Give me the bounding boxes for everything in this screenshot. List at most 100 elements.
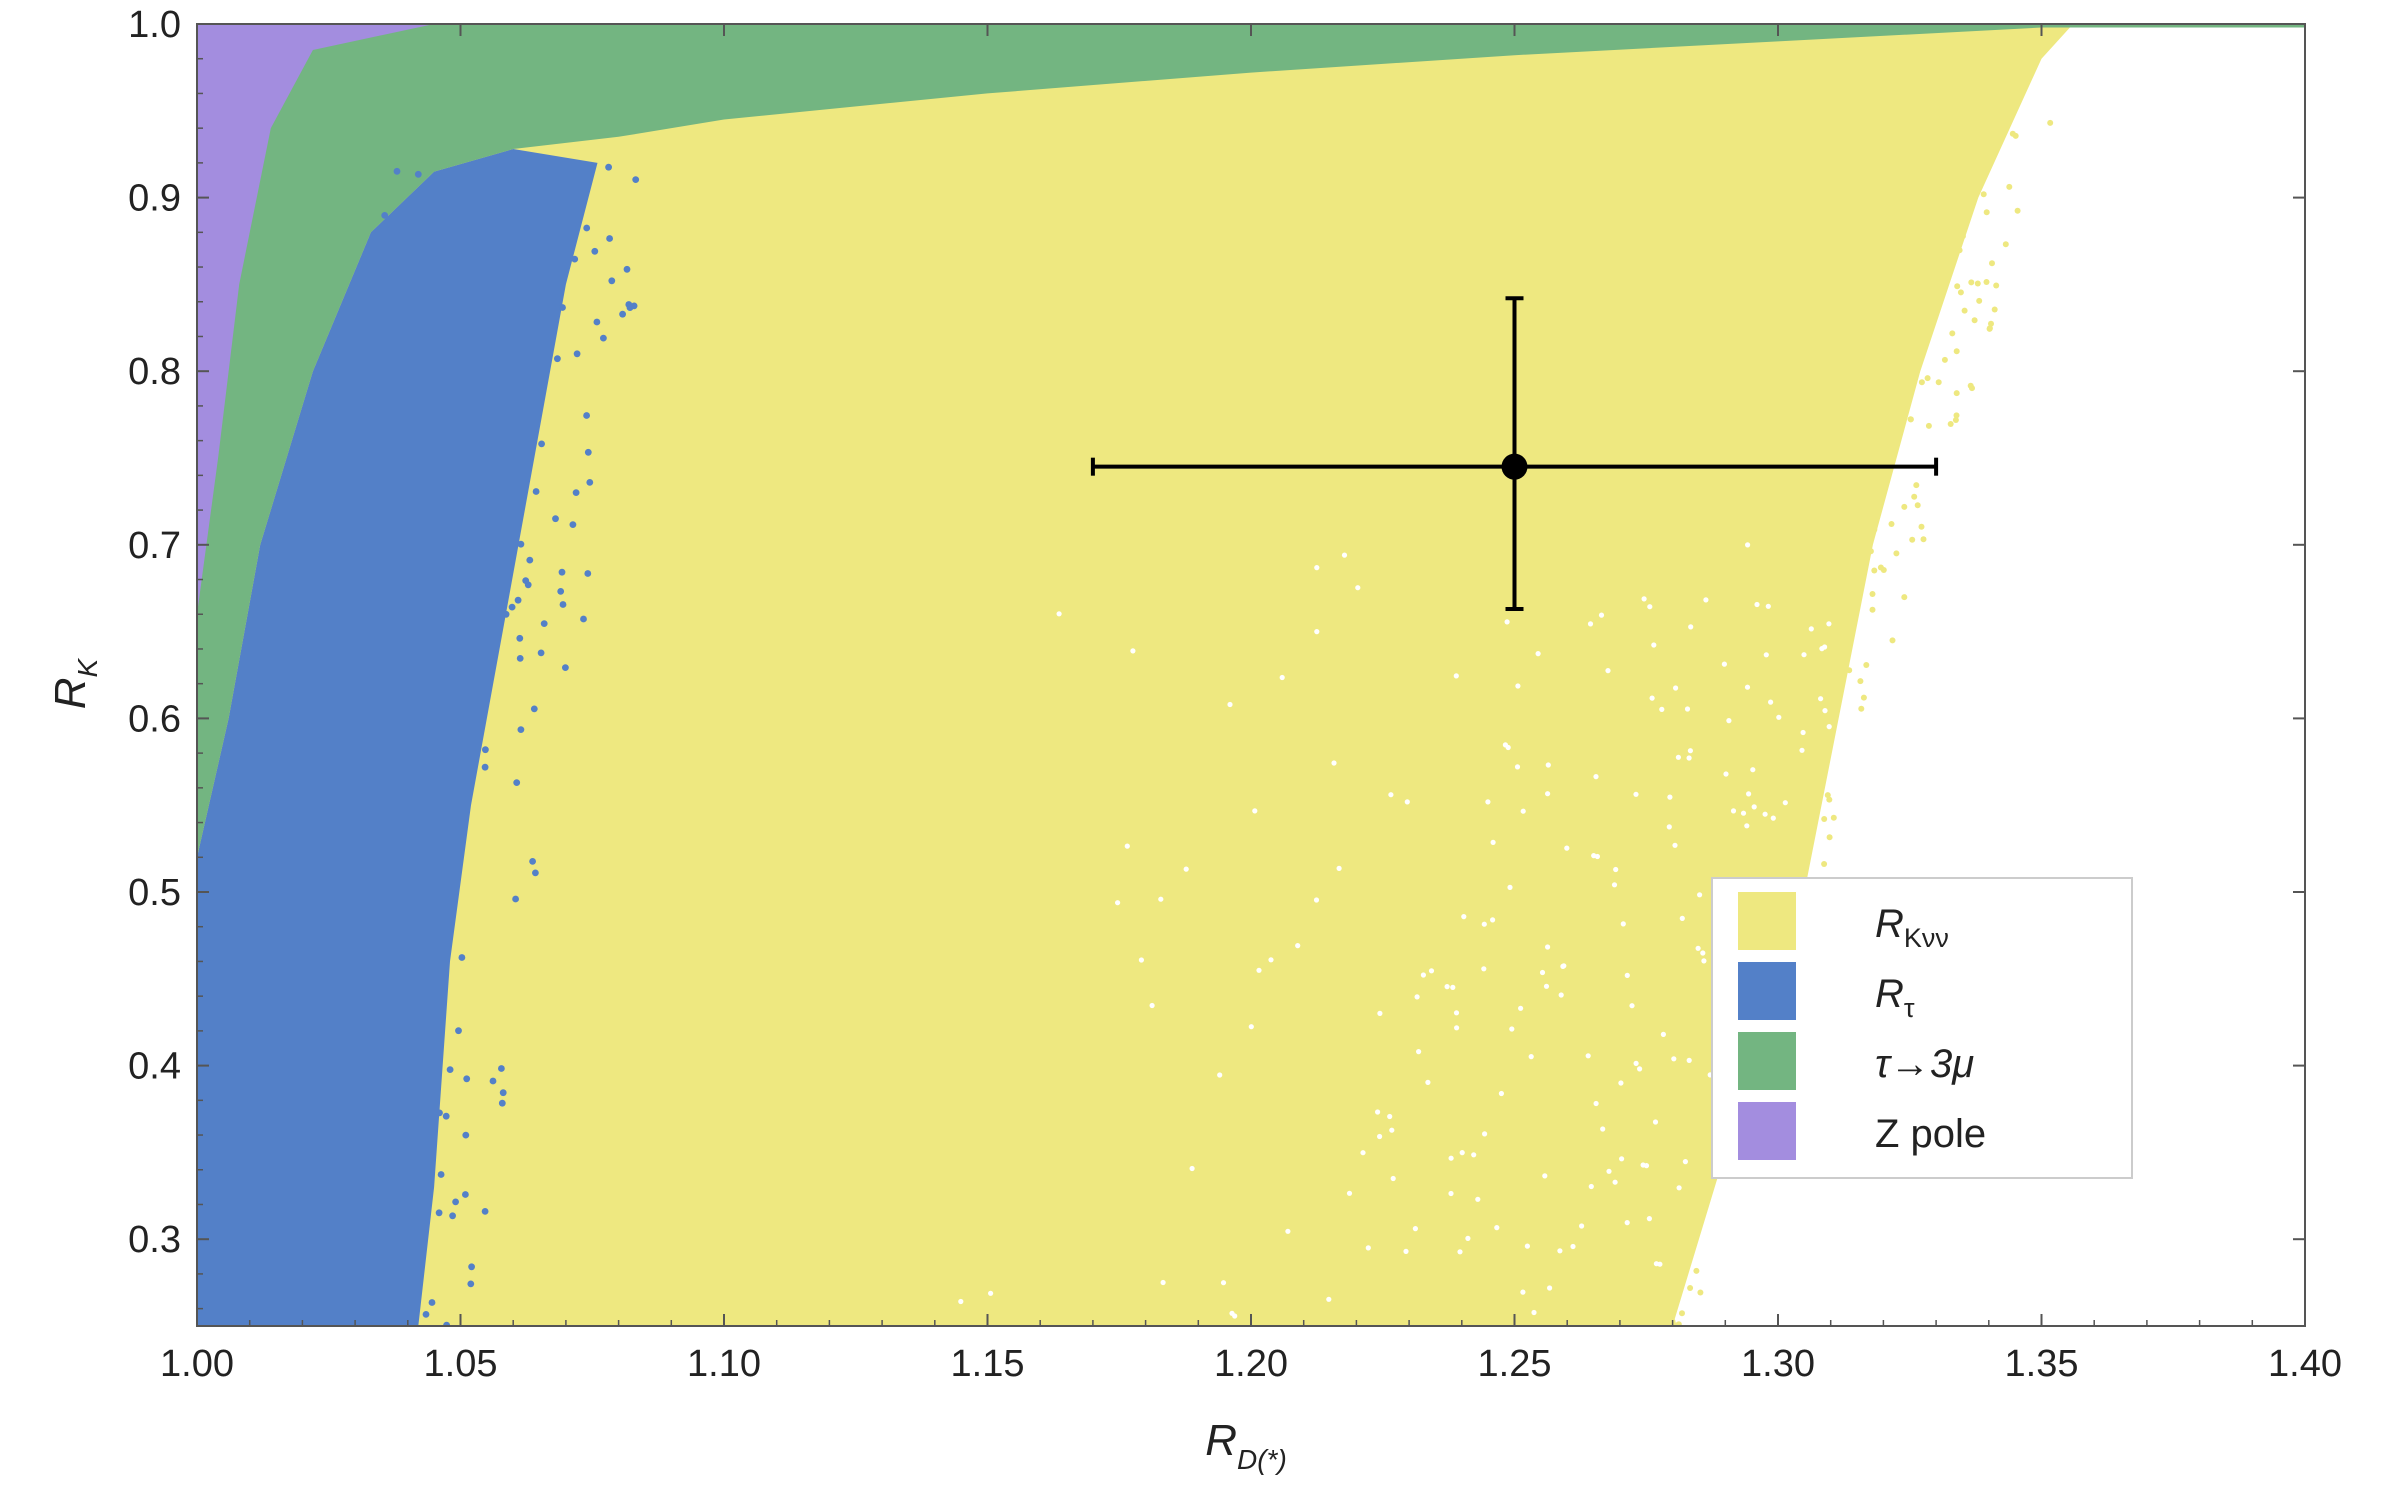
scatter-gap bbox=[1229, 1310, 1235, 1316]
scatter-gap bbox=[1314, 565, 1320, 571]
scatter-dot-rknunu bbox=[1696, 1079, 1703, 1086]
scatter-gap bbox=[1414, 994, 1420, 1000]
scatter-dot-rknunu bbox=[1945, 180, 1952, 187]
scatter-dot-rtau bbox=[537, 649, 545, 657]
scatter-dot-rknunu bbox=[1738, 675, 1745, 682]
scatter-gap bbox=[1593, 1100, 1599, 1107]
region-r-k-0 bbox=[197, 24, 2074, 1326]
scatter-dot-rknunu bbox=[1785, 427, 1792, 434]
scatter-gap bbox=[1799, 747, 1805, 753]
scatter-gap bbox=[1183, 866, 1189, 872]
scatter-dot-rknunu bbox=[1918, 379, 1925, 386]
scatter-dot-rknunu bbox=[1874, 339, 1881, 346]
scatter-dot-rtau bbox=[442, 1112, 450, 1120]
scatter-dot-rknunu bbox=[1911, 493, 1918, 500]
scatter-dot-rknunu bbox=[1956, 247, 1963, 254]
scatter-dot-rknunu bbox=[1883, 417, 1890, 424]
scatter-dot-rknunu bbox=[1904, 277, 1911, 284]
scatter-dot-rtau bbox=[540, 620, 548, 627]
scatter-dot-rknunu bbox=[1907, 416, 1914, 423]
scatter-dot-rknunu bbox=[1971, 317, 1978, 324]
x-axis-label-main: R bbox=[1205, 1416, 1237, 1465]
scatter-dot-rknunu bbox=[1812, 301, 1819, 308]
scatter-dot-rknunu bbox=[1936, 41, 1942, 48]
scatter-dot-rknunu bbox=[1792, 574, 1799, 581]
scatter-gap bbox=[1721, 661, 1727, 667]
scatter-dot-rknunu bbox=[1826, 796, 1833, 803]
scatter-dot-rknunu bbox=[1866, 375, 1873, 381]
scatter-dot-rknunu bbox=[1762, 514, 1769, 521]
scatter-dot-rknunu bbox=[1899, 367, 1906, 373]
scatter-dot-rknunu bbox=[1674, 875, 1680, 882]
scatter-gap bbox=[1444, 984, 1450, 990]
scatter-gap bbox=[1256, 967, 1262, 973]
scatter-gap bbox=[1684, 706, 1691, 712]
x-tick-label: 1.00 bbox=[160, 1343, 234, 1385]
scatter-dot-rtau bbox=[463, 1075, 471, 1083]
scatter-gap bbox=[1387, 1113, 1393, 1120]
scatter-gap bbox=[1564, 845, 1570, 851]
scatter-gap bbox=[1801, 652, 1807, 658]
scatter-gap bbox=[1505, 744, 1511, 751]
scatter-gap bbox=[1754, 601, 1760, 608]
scatter-dot-rknunu bbox=[1557, 1236, 1564, 1243]
scatter-gap bbox=[1606, 1168, 1612, 1174]
scatter-dot-rtau bbox=[499, 1089, 507, 1097]
scatter-dot-rtau bbox=[482, 746, 489, 754]
scatter-dot-rknunu bbox=[1935, 379, 1942, 386]
scatter-dot-rknunu bbox=[1867, 382, 1874, 389]
scatter-dot-rtau bbox=[573, 350, 581, 358]
measurement-point bbox=[1090, 296, 1939, 612]
scatter-dot-rknunu bbox=[1617, 1207, 1624, 1213]
scatter-dot-rknunu bbox=[1873, 71, 1880, 78]
scatter-gap bbox=[1377, 1133, 1383, 1140]
scatter-gap bbox=[1672, 842, 1678, 848]
y-axis: 0.3 0.4 0.5 0.6 0.7 0.8 0.9 1.0 bbox=[128, 4, 2305, 1310]
scatter-dot-rtau bbox=[605, 163, 612, 171]
scatter-dot-rknunu bbox=[1704, 746, 1711, 753]
scatter-dot-rknunu bbox=[1598, 1276, 1605, 1283]
scatter-dot-rtau bbox=[572, 489, 580, 496]
scatter-dot-rknunu bbox=[1906, 393, 1913, 400]
scatter-gap bbox=[1248, 1024, 1254, 1030]
scatter-dot-rknunu bbox=[1858, 442, 1865, 449]
scatter-gap bbox=[1124, 843, 1130, 849]
scatter-dot-rknunu bbox=[1858, 705, 1865, 712]
scatter-gap bbox=[1542, 1173, 1548, 1179]
scatter-dot-rknunu bbox=[1806, 360, 1813, 367]
scatter-dot-rtau bbox=[458, 954, 466, 961]
x-tick-label: 1.15 bbox=[951, 1343, 1025, 1385]
scatter-dot-rknunu bbox=[1566, 1205, 1573, 1211]
scatter-dot-rknunu bbox=[1704, 659, 1711, 666]
scatter-dot-rknunu bbox=[1612, 1049, 1619, 1056]
y-tick-label: 0.5 bbox=[128, 872, 181, 914]
scatter-dot-rtau bbox=[623, 265, 631, 273]
scatter-gap bbox=[1471, 1152, 1477, 1158]
scatter-gap bbox=[1459, 1150, 1465, 1156]
scatter-dot-rtau bbox=[455, 1027, 462, 1035]
scatter-gap bbox=[1115, 900, 1121, 906]
scatter-gap bbox=[1612, 1179, 1618, 1185]
scatter-dot-rknunu bbox=[1724, 787, 1731, 794]
scatter-dot-rknunu bbox=[1980, 191, 1987, 198]
scatter-dot-rtau bbox=[468, 1263, 475, 1271]
scatter-dot-rknunu bbox=[1816, 290, 1823, 297]
scatter-dot-rknunu bbox=[1916, 137, 1923, 144]
scatter-dot-rknunu bbox=[1713, 773, 1720, 780]
scatter-dot-rknunu bbox=[1969, 385, 1975, 392]
scatter-dot-rknunu bbox=[1667, 1229, 1674, 1236]
scatter-dot-rknunu bbox=[1623, 1252, 1630, 1259]
scatter-dot-rtau bbox=[516, 655, 524, 662]
scatter-dot-rknunu bbox=[1853, 469, 1860, 476]
scatter-dot-rtau bbox=[580, 615, 587, 623]
scatter-gap bbox=[1686, 755, 1692, 761]
scatter-gap bbox=[1545, 791, 1551, 797]
scatter-dot-rknunu bbox=[1951, 148, 1958, 155]
scatter-gap bbox=[1403, 1248, 1409, 1254]
scatter-dot-rknunu bbox=[1770, 763, 1777, 770]
scatter-dot-rknunu bbox=[1774, 442, 1781, 449]
legend-swatch-z-pole bbox=[1738, 1102, 1796, 1160]
scatter-dot-rknunu bbox=[1952, 417, 1959, 423]
scatter-dot-rtau bbox=[414, 170, 422, 178]
scatter-dot-rknunu bbox=[1993, 282, 2000, 289]
